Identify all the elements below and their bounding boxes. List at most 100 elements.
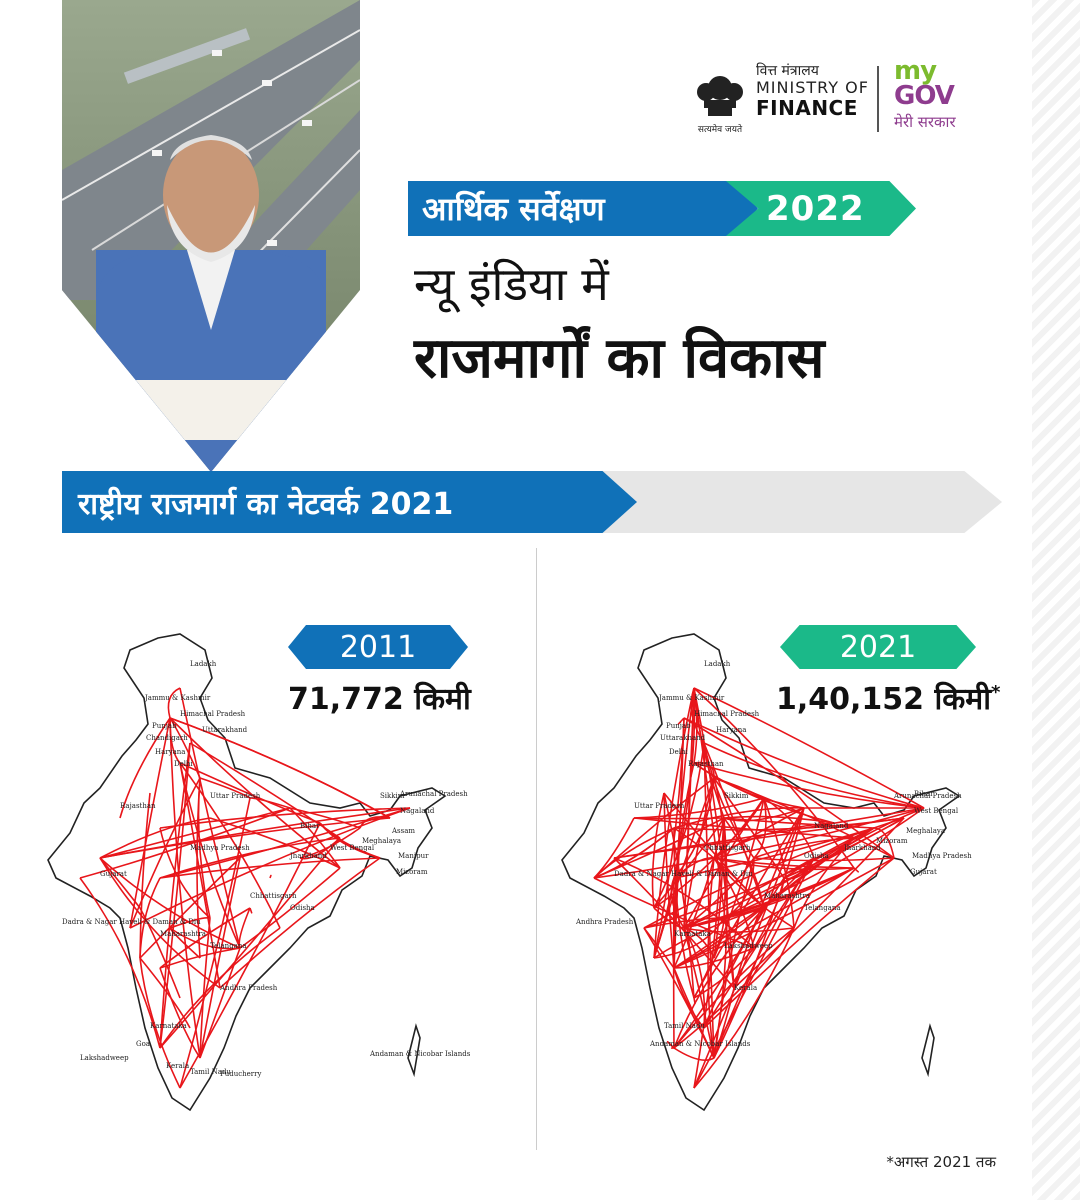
state-label: Jammu & Kashmir — [658, 694, 725, 702]
state-label: Uttarakhand — [202, 726, 248, 734]
highway-route — [169, 717, 181, 764]
year-tag-2021: 2021 — [780, 625, 976, 669]
highway-route — [159, 947, 241, 969]
state-label: Andaman & Nicobar Islands — [649, 1040, 751, 1048]
state-label: Nagaland — [814, 822, 849, 830]
state-labels: Ladakh Jammu & Kashmir Himachal PradeshPun… — [62, 660, 471, 1078]
state-label: Assam — [391, 827, 415, 835]
state-label: West Bengal — [330, 844, 375, 852]
highway-route — [723, 815, 835, 824]
state-label: Gujarat — [100, 870, 127, 878]
survey-label-banner: आर्थिक सर्वेक्षण — [408, 181, 758, 236]
ministry-hindi: वित्त मंत्रालय — [756, 63, 819, 79]
state-label: Arunachal Pradesh — [893, 792, 962, 800]
india-highway-map-2021: Ladakh Jammu & Kashmir Himachal PradeshPun… — [561, 633, 972, 1112]
state-label: Delhi — [174, 760, 194, 768]
highway-route — [159, 967, 201, 1059]
highway-route — [119, 717, 171, 819]
highway-route — [129, 807, 411, 929]
mygov-logo: my GOV मेरी सरकार — [894, 58, 994, 132]
highway-route — [683, 717, 925, 809]
state-label: Karnataka — [674, 930, 711, 938]
state-label: Jammu & Kashmir — [144, 694, 211, 702]
highway-route — [179, 797, 251, 1089]
highway-route — [733, 817, 905, 989]
state-label: Madhya Pradesh — [912, 852, 972, 860]
state-label: Bihar — [914, 790, 934, 798]
emblem-caption: सत्यमेव जयते — [697, 125, 743, 135]
highway-route — [703, 742, 925, 809]
highway-route — [783, 817, 905, 879]
highway-route — [713, 797, 765, 959]
state-label: Meghalaya — [906, 827, 945, 835]
mygov-my: my — [894, 56, 937, 86]
highway-route — [703, 857, 895, 1029]
highway-route — [707, 857, 715, 1059]
highway-length-2011-value: 71,772 किमी — [288, 682, 471, 717]
highway-route — [169, 717, 201, 1059]
highway-route — [723, 817, 875, 829]
highway-route — [179, 762, 281, 929]
state-label: Rajasthan — [688, 760, 724, 768]
ministry-of-finance-logo: वित्त मंत्रालय MINISTRY OF FINANCE — [756, 63, 869, 120]
state-label: Andhra Pradesh — [219, 984, 278, 992]
state-label: Andhra Pradesh — [575, 918, 634, 926]
state-label: Uttar Pradesh — [634, 802, 685, 810]
highway-route — [693, 687, 855, 869]
highway-route — [683, 777, 715, 929]
state-label: Puducherry — [220, 1070, 261, 1078]
highway-route — [179, 762, 321, 824]
state-labels: Ladakh Jammu & Kashmir Himachal PradeshPun… — [575, 660, 972, 1048]
highway-route — [129, 717, 171, 929]
highway-route — [99, 817, 211, 859]
highway-route — [653, 877, 675, 959]
highway-route — [99, 807, 291, 859]
year-tag-2011: 2011 — [288, 625, 468, 669]
highway-route — [199, 857, 241, 1059]
state-label: Madhya Pradesh — [190, 844, 250, 852]
highway-route — [169, 717, 391, 819]
highway-route — [683, 687, 695, 929]
highway-route — [159, 742, 191, 1049]
state-label: Odisha — [804, 852, 829, 860]
state-label: Sikkim — [380, 792, 405, 800]
highway-route — [703, 877, 785, 1029]
state-label: Sikkim — [724, 792, 749, 800]
ministry-english-line1: MINISTRY OF — [756, 78, 869, 98]
highway-network — [79, 687, 411, 1089]
survey-year: 2022 — [766, 188, 865, 229]
india-highway-map-2011: Ladakh Jammu & Kashmir Himachal PradeshPun… — [47, 633, 471, 1112]
highway-route — [613, 857, 755, 949]
highway-route — [693, 687, 925, 809]
state-label: Telangana — [804, 904, 841, 912]
highway-route — [139, 857, 241, 959]
highway-route — [713, 777, 785, 879]
highway-route — [593, 877, 755, 949]
highway-route — [713, 807, 805, 1059]
highway-route — [269, 874, 272, 879]
state-label: Dadra & Nagar Haveli & Daman & Diu — [62, 918, 201, 926]
state-label: Gujarat — [910, 868, 937, 876]
highway-route — [683, 867, 855, 929]
highway-route — [673, 947, 755, 969]
highway-route — [159, 837, 341, 879]
state-label: Manipur — [398, 852, 429, 860]
highway-route — [666, 1040, 675, 1049]
highway-route — [693, 762, 925, 809]
ministry-english-line2: FINANCE — [756, 95, 858, 120]
highway-route — [693, 927, 795, 1089]
highway-route — [693, 947, 755, 999]
state-label: Tamil Nadu — [664, 1022, 705, 1030]
state-label: Bihar — [300, 822, 320, 830]
highway-route — [693, 857, 815, 1089]
highway-route — [593, 827, 675, 879]
highway-route — [673, 717, 685, 969]
highway-route — [139, 877, 161, 959]
year-2011-label: 2011 — [339, 629, 417, 665]
state-label: Punjab — [152, 722, 177, 730]
highway-network — [593, 687, 925, 1089]
headline-line2: राजमार्गों का विकास — [414, 326, 825, 391]
state-label: Jharkhand — [843, 844, 881, 852]
state-label: Delhi — [669, 748, 689, 756]
state-label: Himachal Pradesh — [694, 710, 760, 718]
